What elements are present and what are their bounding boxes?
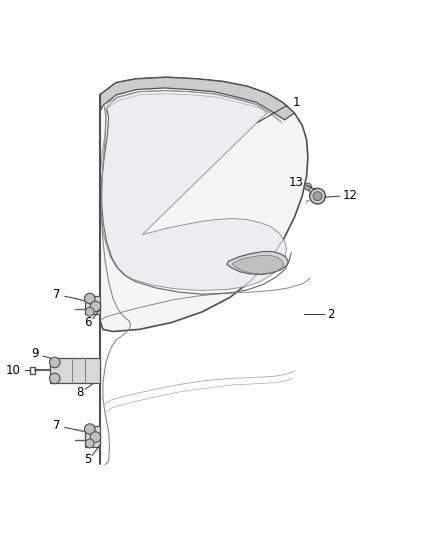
Circle shape [49,373,60,384]
Circle shape [310,188,325,204]
Text: 6: 6 [84,316,92,329]
Text: 5: 5 [84,453,91,466]
Circle shape [49,357,60,368]
Text: 7: 7 [53,419,60,432]
Polygon shape [85,426,100,447]
Polygon shape [100,77,294,120]
Text: 2: 2 [328,308,335,321]
Polygon shape [85,296,100,314]
Polygon shape [50,358,100,383]
Text: 12: 12 [343,189,357,201]
Polygon shape [227,252,288,274]
Circle shape [85,424,95,434]
Circle shape [85,293,95,304]
Circle shape [85,308,94,316]
Circle shape [90,432,101,442]
Text: 7: 7 [53,288,60,301]
Polygon shape [100,77,308,464]
Circle shape [90,301,101,312]
Text: 13: 13 [288,176,303,189]
Circle shape [85,439,94,448]
Text: 10: 10 [6,364,21,377]
Text: 8: 8 [77,386,84,399]
Polygon shape [100,91,286,290]
Polygon shape [232,255,284,274]
Text: 9: 9 [31,348,39,360]
Circle shape [313,192,322,200]
Circle shape [304,183,311,190]
Text: 1: 1 [293,96,300,109]
